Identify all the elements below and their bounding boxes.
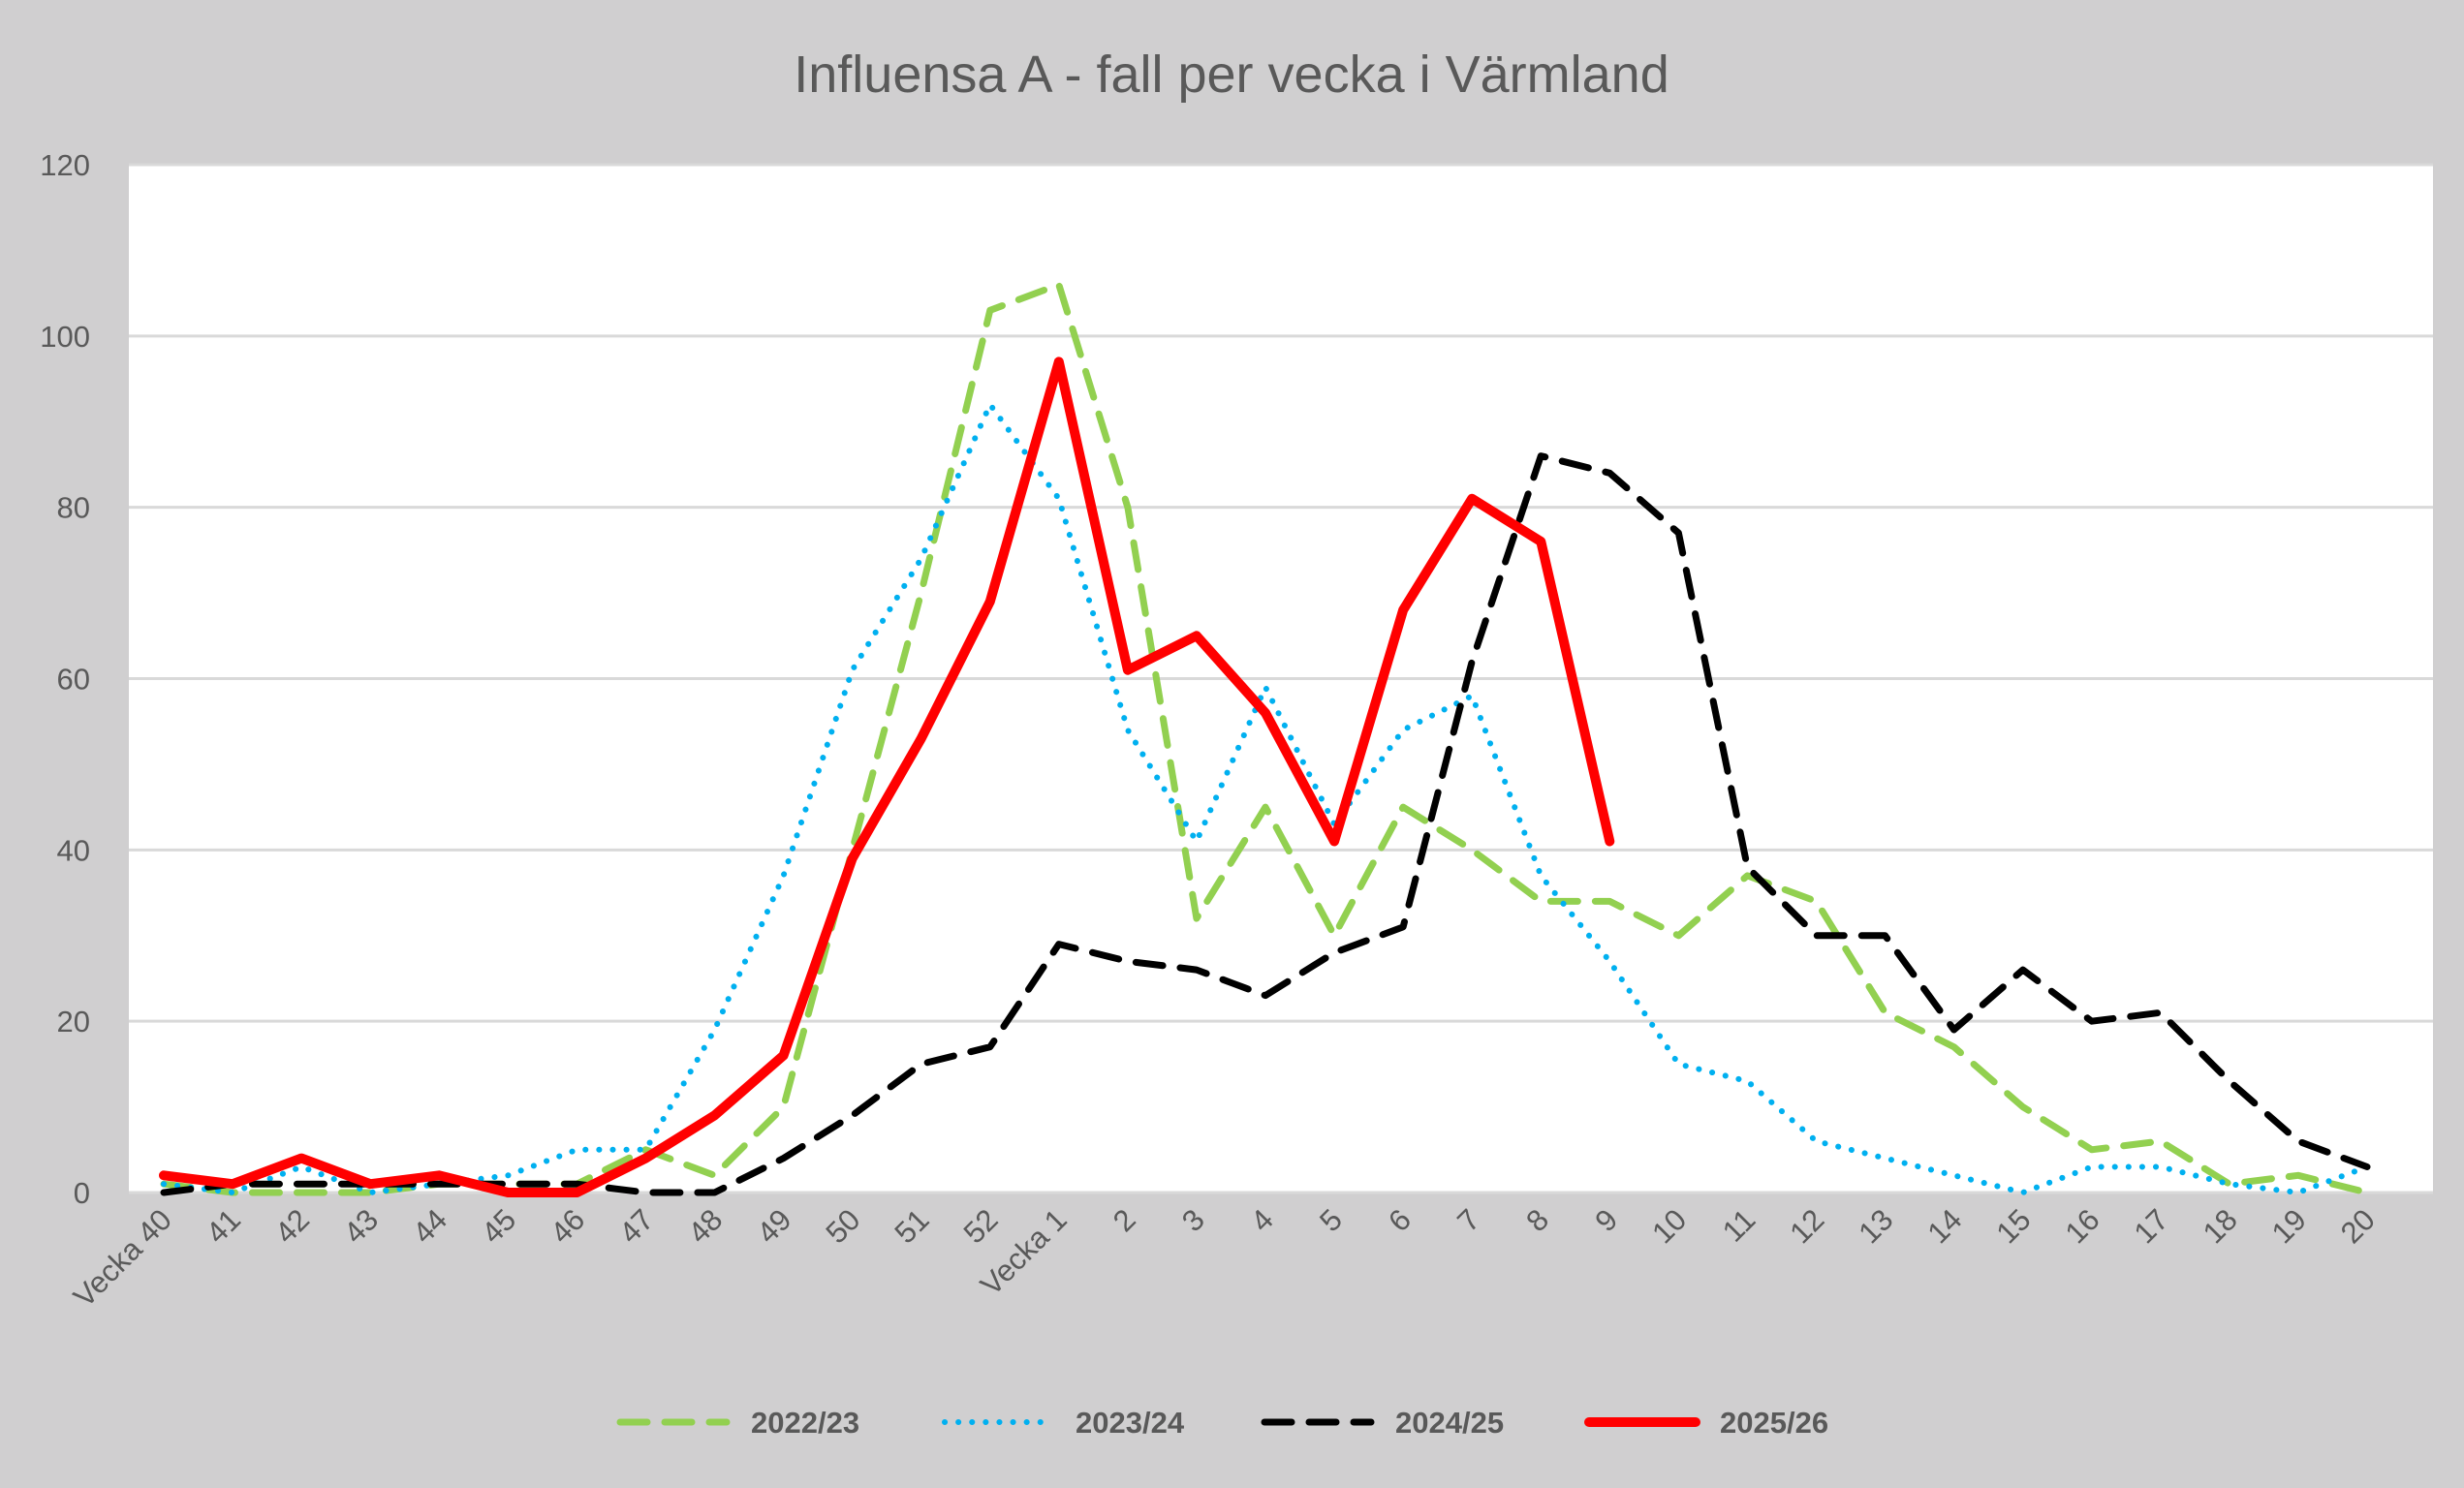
- x-tick-label: 47: [612, 1202, 660, 1250]
- x-tick-label: 16: [2059, 1202, 2106, 1250]
- y-tick-label: 120: [40, 148, 90, 182]
- x-tick-label: 2: [1107, 1202, 1142, 1238]
- x-tick-label: 20: [2334, 1202, 2382, 1250]
- x-tick-label: 8: [1519, 1202, 1555, 1238]
- x-tick-label: 43: [337, 1202, 385, 1250]
- x-tick-label: 15: [1990, 1202, 2038, 1250]
- series-line-2025-26: [159, 356, 1615, 1197]
- x-tick-label: 14: [1920, 1202, 1968, 1250]
- x-tick-label: 51: [889, 1202, 936, 1250]
- x-tick-label: 10: [1645, 1202, 1693, 1250]
- chart-title: Influensa A - fall per vecka i Värmland: [794, 46, 1669, 104]
- legend-label: 2025/26: [1720, 1406, 1828, 1440]
- y-tick-label: 100: [40, 320, 90, 354]
- x-tick-label: 45: [475, 1202, 522, 1250]
- x-tick-label: 3: [1175, 1202, 1211, 1238]
- y-tick-label: 40: [57, 833, 90, 867]
- y-tick-label: 20: [57, 1005, 90, 1038]
- legend-item: 2025/26: [1584, 1406, 1828, 1440]
- x-tick-label: 17: [2128, 1202, 2175, 1250]
- x-tick-label: 42: [268, 1202, 316, 1250]
- x-tick-label: 46: [544, 1202, 591, 1250]
- y-tick-label: 0: [74, 1176, 90, 1210]
- x-tick-label: 13: [1852, 1202, 1899, 1250]
- x-tick-label: 9: [1588, 1202, 1624, 1238]
- legend-label: 2024/25: [1395, 1406, 1504, 1440]
- legend-label: 2023/24: [1076, 1406, 1185, 1440]
- y-tick-label: 60: [57, 663, 90, 697]
- x-tick-label: 52: [957, 1202, 1005, 1250]
- x-tick-label: 12: [1783, 1202, 1830, 1250]
- x-tick-label: 19: [2265, 1202, 2313, 1250]
- x-tick-label: 6: [1382, 1202, 1418, 1238]
- x-tick-label: 41: [200, 1202, 247, 1250]
- series-line-2023-24: [161, 401, 2370, 1195]
- x-tick-label: 11: [1716, 1202, 1762, 1249]
- x-tick-label: 49: [750, 1202, 797, 1250]
- x-tick-label: 48: [681, 1202, 729, 1250]
- x-tick-label: 50: [819, 1202, 866, 1250]
- legend-label: 2022/23: [751, 1406, 859, 1440]
- x-tick-label: 18: [2197, 1202, 2244, 1250]
- x-tick-label: 44: [406, 1202, 453, 1250]
- legend-item: 2022/23: [616, 1406, 859, 1440]
- legend-item: 2024/25: [1261, 1406, 1504, 1440]
- series-line-2024-25: [160, 452, 2371, 1196]
- x-tick-label: 7: [1450, 1202, 1486, 1238]
- x-tick-label: 4: [1244, 1202, 1280, 1238]
- x-tick-label: Vecka 40: [67, 1202, 178, 1314]
- x-tick-label: 5: [1313, 1202, 1349, 1238]
- legend-item: 2023/24: [942, 1406, 1185, 1440]
- y-tick-label: 80: [57, 491, 90, 525]
